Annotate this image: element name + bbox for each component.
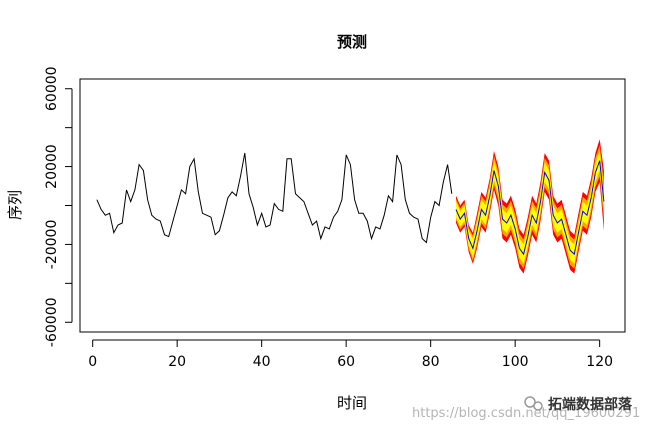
y-tick-label: -60000 [44,297,60,347]
y-axis-label: 序列 [6,190,24,220]
y-tick-label: -20000 [44,220,60,270]
x-axis-label: 时间 [337,394,367,412]
forecast-bands [456,139,604,274]
forecast-mean-series [455,160,605,256]
x-axis: 0 20 40 60 80 100 120 [88,339,613,370]
observed-line [96,152,453,244]
x-tick-label: 40 [253,354,271,370]
y-tick-label: 20000 [44,144,60,189]
forecast-mean-line [455,160,605,256]
x-tick-label: 80 [422,354,440,370]
x-tick-label: 20 [168,354,186,370]
watermark: https://blog.csdn.net/qq_19600291 拓端数据部落 [412,396,640,421]
observed-series [96,152,453,244]
x-tick-label: 100 [502,354,529,370]
watermark-brand: 拓端数据部落 [548,396,633,413]
x-tick-label: 60 [337,354,355,370]
brand-logo-icon [524,396,543,411]
plot-frame [79,78,626,333]
y-tick-label: 60000 [44,66,60,111]
x-tick-label: 0 [88,354,97,370]
watermark-url: https://blog.csdn.net/qq_19600291 [412,406,640,421]
y-axis: -60000 -20000 20000 60000 [44,66,73,347]
chart-title: 预测 [337,33,367,51]
x-tick-label: 120 [586,354,613,370]
